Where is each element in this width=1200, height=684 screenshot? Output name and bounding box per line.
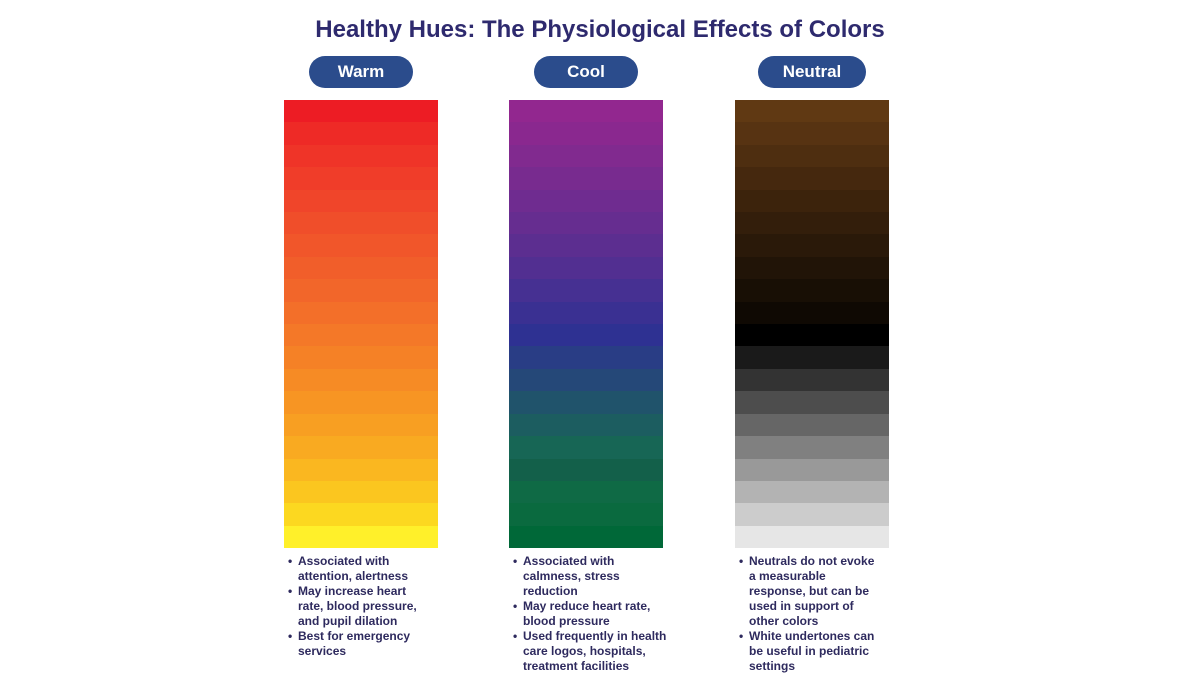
color-stripe (284, 503, 438, 526)
color-stripe (735, 144, 889, 168)
color-swatch (284, 100, 438, 549)
color-stripe (509, 480, 663, 504)
color-stripe (735, 458, 889, 481)
color-stripe (509, 189, 663, 213)
title: Healthy Hues: The Physiological Effects … (315, 16, 885, 43)
color-stripe (735, 346, 889, 369)
color-stripe (509, 503, 663, 526)
color-stripe (284, 436, 438, 459)
color-stripe (735, 189, 889, 213)
color-stripe (509, 368, 663, 392)
color-stripe (735, 436, 889, 459)
color-stripe (509, 324, 663, 347)
color-stripe (284, 100, 438, 123)
bullet-list: Associated with calmness, stress reducti… (511, 554, 671, 674)
color-stripe (509, 301, 663, 325)
category-label: Warm (309, 56, 413, 88)
color-stripe (509, 167, 663, 190)
bullet-item: Neutrals do not evoke a measurable respo… (737, 554, 879, 629)
color-stripe (735, 368, 889, 392)
color-stripe (284, 480, 438, 504)
color-stripe (509, 234, 663, 257)
color-stripe (284, 167, 438, 190)
category-label: Cool (534, 56, 638, 88)
color-stripe (284, 391, 438, 414)
color-stripe (284, 144, 438, 168)
color-stripe (735, 413, 889, 437)
bullet-list: Neutrals do not evoke a measurable respo… (737, 554, 879, 674)
color-swatch (509, 100, 663, 549)
bullet-list: Associated with attention, alertnessMay … (286, 554, 428, 659)
color-stripe (735, 234, 889, 257)
color-stripe (735, 391, 889, 414)
color-stripe (284, 122, 438, 145)
bullet-item: Best for emergency services (286, 629, 428, 659)
color-stripe (284, 346, 438, 369)
bullet-item: Associated with attention, alertness (286, 554, 428, 584)
color-swatch (735, 100, 889, 549)
color-stripe (735, 324, 889, 347)
color-stripe (735, 480, 889, 504)
color-stripe (509, 525, 663, 549)
color-stripe (509, 256, 663, 280)
color-stripe (735, 503, 889, 526)
color-stripe (735, 279, 889, 302)
color-stripe (509, 212, 663, 235)
color-stripe (735, 100, 889, 123)
color-stripe (284, 458, 438, 481)
color-stripe (735, 167, 889, 190)
color-stripe (509, 391, 663, 414)
color-stripe (509, 413, 663, 437)
color-stripe (284, 525, 438, 549)
color-stripe (509, 436, 663, 459)
bullet-item: White undertones can be useful in pediat… (737, 629, 879, 674)
color-stripe (735, 122, 889, 145)
color-stripe (735, 212, 889, 235)
category-label: Neutral (758, 56, 866, 88)
color-stripe (735, 525, 889, 549)
color-stripe (509, 100, 663, 123)
color-stripe (509, 458, 663, 481)
color-stripe (284, 301, 438, 325)
color-stripe (284, 324, 438, 347)
color-stripe (735, 256, 889, 280)
color-stripe (284, 212, 438, 235)
color-stripe (509, 144, 663, 168)
bullet-item: Used frequently in health care logos, ho… (511, 629, 671, 674)
color-stripe (509, 346, 663, 369)
color-stripe (509, 122, 663, 145)
bullet-item: May reduce heart rate, blood pressure (511, 599, 671, 629)
color-stripe (284, 368, 438, 392)
bullet-item: May increase heart rate, blood pressure,… (286, 584, 428, 629)
color-stripe (735, 301, 889, 325)
color-stripe (284, 413, 438, 437)
color-stripe (284, 279, 438, 302)
color-stripe (284, 256, 438, 280)
bullet-item: Associated with calmness, stress reducti… (511, 554, 671, 599)
color-stripe (284, 234, 438, 257)
color-stripe (284, 189, 438, 213)
color-stripe (509, 279, 663, 302)
